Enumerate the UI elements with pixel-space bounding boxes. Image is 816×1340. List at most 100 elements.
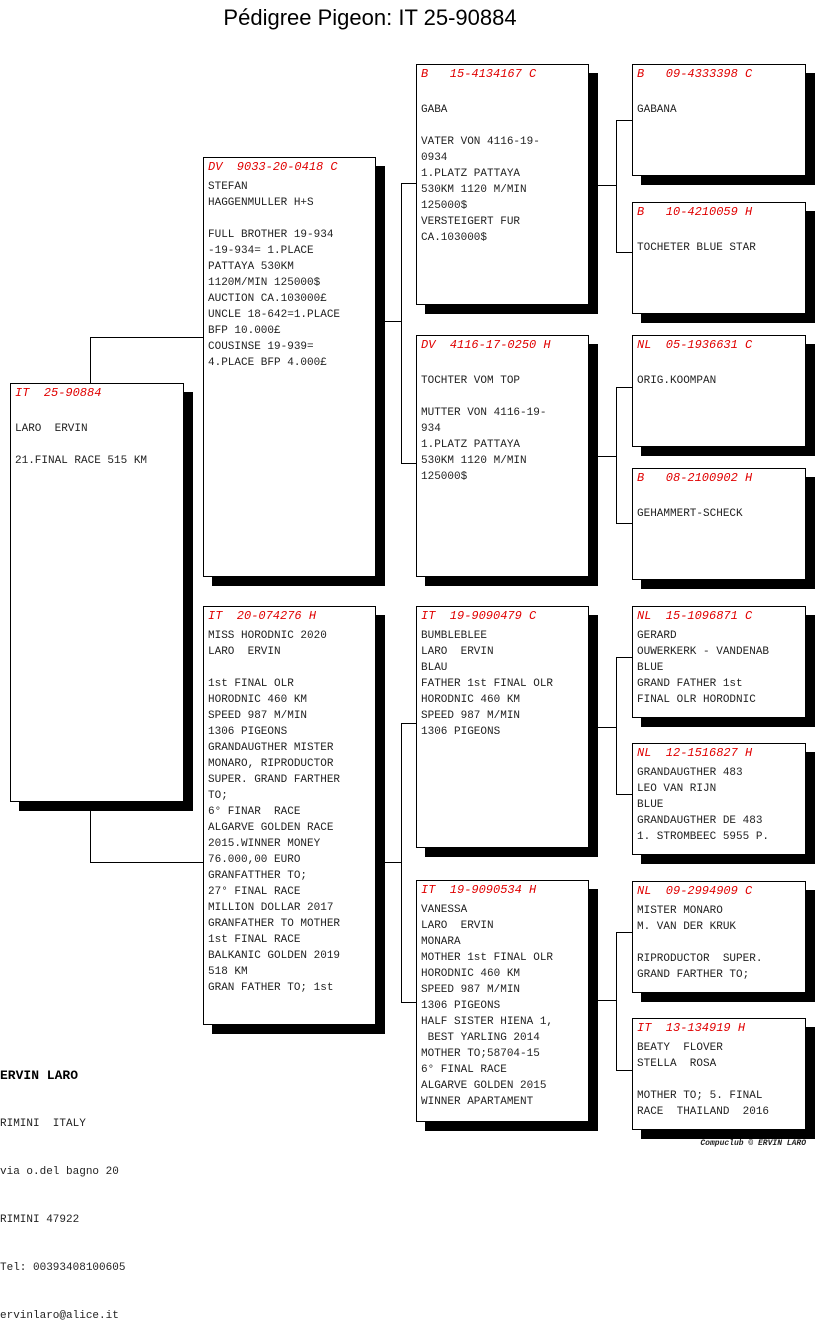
note-line xyxy=(637,224,756,240)
pigeon-card-sire-dam: DV 4116-17-0250 H TOCHTER VOM TOP MUTTER V… xyxy=(416,335,589,577)
connector xyxy=(90,802,91,862)
note-line xyxy=(421,118,540,134)
ring-number: B 15-4134167 C xyxy=(421,67,537,81)
pigeon-notes: BUMBLEBLEE LARO ERVIN BLAU FATHER 1st FINAL… xyxy=(421,628,553,740)
pigeon-card-root: IT 25-90884 LARO ERVIN 21.FINAL RACE 515 K… xyxy=(10,383,184,802)
note-line: 125000$ xyxy=(421,471,468,483)
note-line: WINNER APARTAMENT xyxy=(421,1096,534,1108)
note-line: 1st FINAL RACE xyxy=(208,934,301,946)
note-line: 6° FINAL RACE xyxy=(421,1064,507,1076)
note-line: UNCLE 18-642=1.PLACE xyxy=(208,309,341,321)
note-line: SPEED 987 M/MIN xyxy=(208,710,308,722)
connector xyxy=(616,120,632,121)
connector xyxy=(401,463,416,464)
connector xyxy=(589,185,616,186)
note-line: 2015.WINNER MONEY xyxy=(208,838,321,850)
note-line: MISTER MONARO xyxy=(637,905,723,917)
note-line: HORODNIC 460 KM xyxy=(421,968,521,980)
note-line: STEFAN xyxy=(208,181,248,193)
note-line: BLUE xyxy=(637,799,664,811)
pigeon-notes: GEHAMMERT-SCHECK xyxy=(637,490,743,522)
note-line xyxy=(15,405,147,421)
note-line: BALKANIC GOLDEN 2019 xyxy=(208,950,341,962)
note-line: LARO ERVIN xyxy=(208,646,281,658)
note-line: MISS HORODNIC 2020 xyxy=(208,630,327,642)
owner-line: Tel: 00393408100605 xyxy=(0,1262,126,1274)
pigeon-notes: MISTER MONARO M. VAN DER KRUK RIPRODUCTOR … xyxy=(637,903,762,983)
note-line: AUCTION CA.103000£ xyxy=(208,293,327,305)
connector xyxy=(616,387,617,523)
note-line: RACE THAILAND 2016 xyxy=(637,1106,770,1118)
connector xyxy=(616,657,617,794)
ring-number: IT 25-90884 xyxy=(15,386,102,400)
note-line: TOCHTER VOM TOP xyxy=(421,375,521,387)
note-line: MOTHER TO; 5. FINAL xyxy=(637,1090,763,1102)
pigeon-notes: MISS HORODNIC 2020 LARO ERVIN 1st FINAL OL… xyxy=(208,628,340,996)
connector xyxy=(616,657,632,658)
connector xyxy=(616,120,617,252)
note-line: GRANFATHER TO MOTHER xyxy=(208,918,341,930)
pigeon-card-sss: B 09-4333398 C GABANA xyxy=(632,64,806,176)
pigeon-card-sds: NL 05-1936631 C ORIG.KOOMPAN xyxy=(632,335,806,447)
note-line xyxy=(421,389,546,405)
note-line: MOTHER TO;58704-15 xyxy=(421,1048,540,1060)
note-line: VATER VON 4116-19- xyxy=(421,136,540,148)
note-line: 1306 PIGEONS xyxy=(421,726,501,738)
note-line: HORODNIC 460 KM xyxy=(421,694,521,706)
note-line: GABANA xyxy=(637,104,677,116)
note-line: RIPRODUCTOR SUPER. xyxy=(637,953,763,965)
owner-info: ERVIN LARO RIMINI ITALY via o.del bagno … xyxy=(0,1036,125,1340)
note-line: GRANDAUGTHER DE 483 xyxy=(637,815,763,827)
pigeon-card-dam-sire: IT 19-9090479 C BUMBLEBLEE LARO ERVIN BLAU F… xyxy=(416,606,589,848)
connector xyxy=(616,1070,632,1071)
note-line: GEHAMMERT-SCHECK xyxy=(637,508,743,520)
note-line: HALF SISTER HIENA 1, xyxy=(421,1016,554,1028)
note-line: VERSTEIGERT FUR xyxy=(421,216,521,228)
connector xyxy=(616,252,632,253)
note-line: GRAND FARTHER TO; xyxy=(637,969,750,981)
note-line: 76.000,00 EURO xyxy=(208,854,301,866)
note-line: 21.FINAL RACE 515 KM xyxy=(15,455,148,467)
note-line: ORIG.KOOMPAN xyxy=(637,375,717,387)
connector xyxy=(401,723,416,724)
note-line: GERARD xyxy=(637,630,677,642)
note-line xyxy=(208,211,340,227)
note-line: CA.103000$ xyxy=(421,232,488,244)
note-line: 1st FINAL OLR xyxy=(208,678,294,690)
pigeon-card-sire: DV 9033-20-0418 C STEFAN HAGGENMULLER H+S F… xyxy=(203,157,376,577)
connector xyxy=(616,387,632,388)
connector xyxy=(401,183,402,463)
connector xyxy=(401,723,402,1002)
note-line: FINAL OLR HORODNIC xyxy=(637,694,756,706)
note-line: 27° FINAL RACE xyxy=(208,886,301,898)
ring-number: NL 05-1936631 C xyxy=(637,338,753,352)
note-line: GRAN FATHER TO; 1st xyxy=(208,982,334,994)
ring-number: NL 09-2994909 C xyxy=(637,884,753,898)
note-line: 1120M/MIN 125000$ xyxy=(208,277,321,289)
ring-number: B 08-2100902 H xyxy=(637,471,753,485)
note-line: BLUE xyxy=(637,662,664,674)
pigeon-notes: GABA VATER VON 4116-19- 0934 1.PLATZ PATTAY… xyxy=(421,86,540,246)
note-line: VANESSA xyxy=(421,904,468,916)
connector xyxy=(616,932,632,933)
pigeon-notes: GABANA xyxy=(637,86,677,118)
footer-copyright: Compuclub © ERVIN LARO xyxy=(700,1139,806,1148)
note-line: SUPER. GRAND FARTHER xyxy=(208,774,341,786)
connector xyxy=(401,1002,416,1003)
connector xyxy=(90,862,203,863)
note-line: 518 KM xyxy=(208,966,248,978)
connector xyxy=(589,727,616,728)
pigeon-notes: STEFAN HAGGENMULLER H+S FULL BROTHER 19-93… xyxy=(208,179,340,371)
note-line: GABA xyxy=(421,104,448,116)
note-line: MILLION DOLLAR 2017 xyxy=(208,902,334,914)
pigeon-notes: VANESSA LARO ERVIN MONARA MOTHER 1st FINAL … xyxy=(421,902,553,1110)
note-line: 1306 PIGEONS xyxy=(421,1000,501,1012)
pigeon-notes: ORIG.KOOMPAN xyxy=(637,357,716,389)
note-line: 0934 xyxy=(421,152,448,164)
owner-email[interactable]: ervinlaro@alice.it xyxy=(0,1310,119,1322)
ring-number: NL 12-1516827 H xyxy=(637,746,753,760)
pigeon-card-sire-sire: B 15-4134167 C GABA VATER VON 4116-19- 0934… xyxy=(416,64,589,305)
note-line: GRANDAUGTHER MISTER xyxy=(208,742,334,754)
note-line: -19-934= 1.PLACE xyxy=(208,245,314,257)
note-line: BLAU xyxy=(421,662,448,674)
